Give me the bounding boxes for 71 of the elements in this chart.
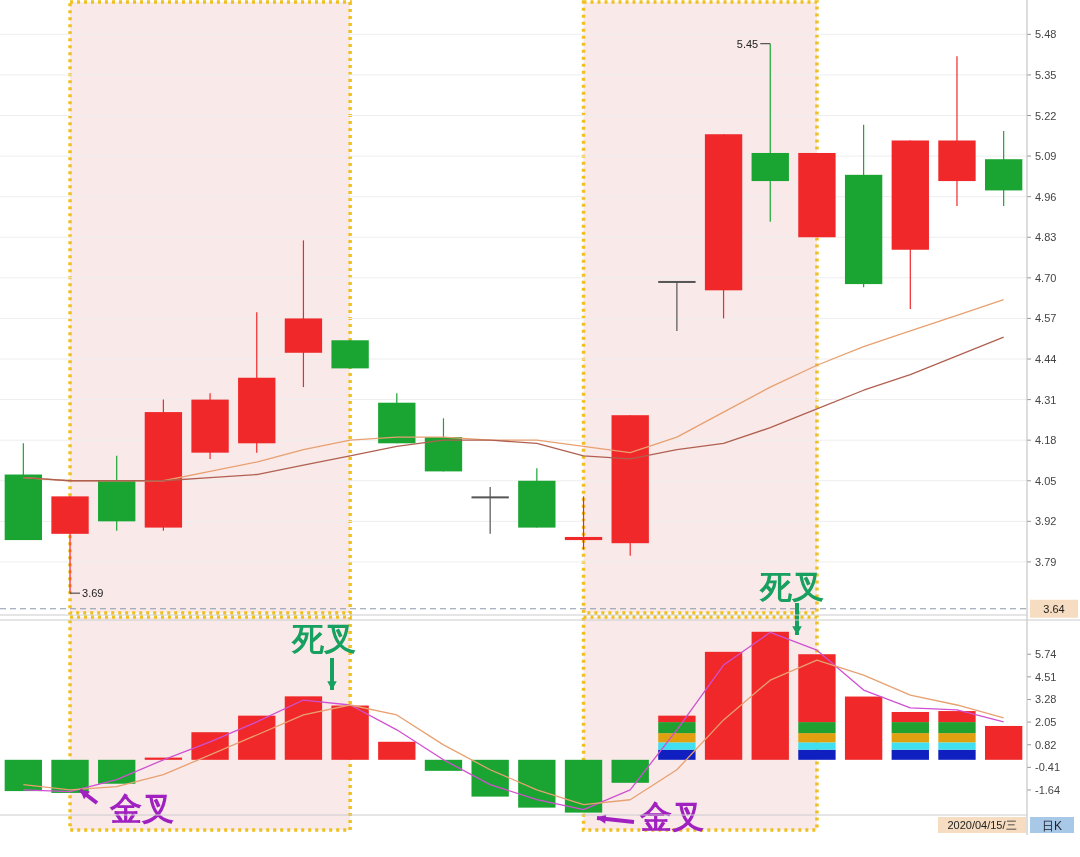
- bar: [938, 733, 976, 743]
- y-tick-label: 4.51: [1035, 670, 1057, 683]
- bar: [4, 759, 43, 792]
- bar: [751, 631, 789, 760]
- bar: [798, 749, 836, 760]
- bar: [938, 711, 976, 723]
- bar: [284, 696, 323, 760]
- bar: [938, 722, 976, 734]
- bar: [891, 742, 929, 750]
- y-tick-label: 4.70: [1035, 271, 1057, 284]
- annotation: 5.45: [736, 37, 759, 50]
- text: 日K: [1041, 819, 1063, 833]
- annotation: 金叉: [109, 791, 174, 827]
- bar: [891, 722, 929, 734]
- y-tick-label: 4.05: [1035, 474, 1057, 487]
- y-tick-label: 4.83: [1035, 231, 1057, 244]
- y-tick-label: 4.96: [1035, 190, 1057, 203]
- bar: [191, 732, 229, 760]
- y-tick-label: 5.48: [1035, 28, 1057, 41]
- annotation: 死叉: [291, 621, 356, 657]
- y-tick-label: 5.22: [1035, 109, 1057, 122]
- line-series: [22, 336, 1005, 482]
- y-tick-label: 4.31: [1035, 393, 1057, 406]
- y-tick-label: 3.28: [1035, 693, 1057, 706]
- candlestick: [564, 495, 603, 551]
- bar: [984, 725, 1023, 760]
- annotation: 死叉: [759, 569, 824, 605]
- bar: [798, 733, 836, 743]
- bar: [378, 741, 416, 760]
- bar: [891, 733, 929, 743]
- bar: [51, 759, 89, 793]
- y-tick-label: 4.18: [1035, 434, 1057, 447]
- bar: [471, 759, 509, 797]
- y-tick-label: -0.41: [1035, 761, 1061, 774]
- y-tick-label: 5.09: [1035, 150, 1057, 163]
- y-tick-label: 3.92: [1035, 515, 1057, 528]
- bar: [331, 705, 369, 760]
- bar: [238, 715, 276, 760]
- annotation: 3.69: [82, 587, 104, 600]
- bar: [611, 759, 649, 783]
- bar: [798, 742, 836, 750]
- y-tick-label: 5.35: [1035, 68, 1057, 81]
- bar: [98, 759, 136, 784]
- bar: [891, 711, 929, 723]
- candlestick: [658, 280, 696, 332]
- text: 2020/04/15/三: [947, 819, 1017, 831]
- bar: [658, 749, 696, 760]
- bar: [658, 742, 696, 750]
- ref-line-label: 3.64: [1043, 602, 1065, 615]
- y-tick-label: -1.64: [1035, 783, 1061, 796]
- bar: [704, 651, 743, 760]
- bar: [798, 722, 836, 734]
- y-tick-label: 0.82: [1035, 738, 1057, 751]
- y-tick-label: 4.44: [1035, 353, 1057, 366]
- bar: [844, 696, 883, 760]
- bar: [938, 749, 976, 760]
- bar: [891, 749, 929, 760]
- bar: [424, 759, 463, 771]
- y-tick-label: 5.74: [1035, 648, 1057, 661]
- bar: [658, 715, 696, 723]
- annotation: 金叉: [639, 799, 704, 835]
- y-tick-label: 2.05: [1035, 716, 1057, 729]
- bar: [564, 759, 603, 813]
- candlestick: [471, 486, 509, 535]
- y-tick-label: 3.79: [1035, 555, 1057, 568]
- y-tick-label: 4.57: [1035, 312, 1057, 325]
- bar: [798, 654, 836, 723]
- bar: [658, 722, 696, 734]
- bar: [518, 759, 556, 808]
- bar: [938, 742, 976, 750]
- bar: [658, 733, 696, 743]
